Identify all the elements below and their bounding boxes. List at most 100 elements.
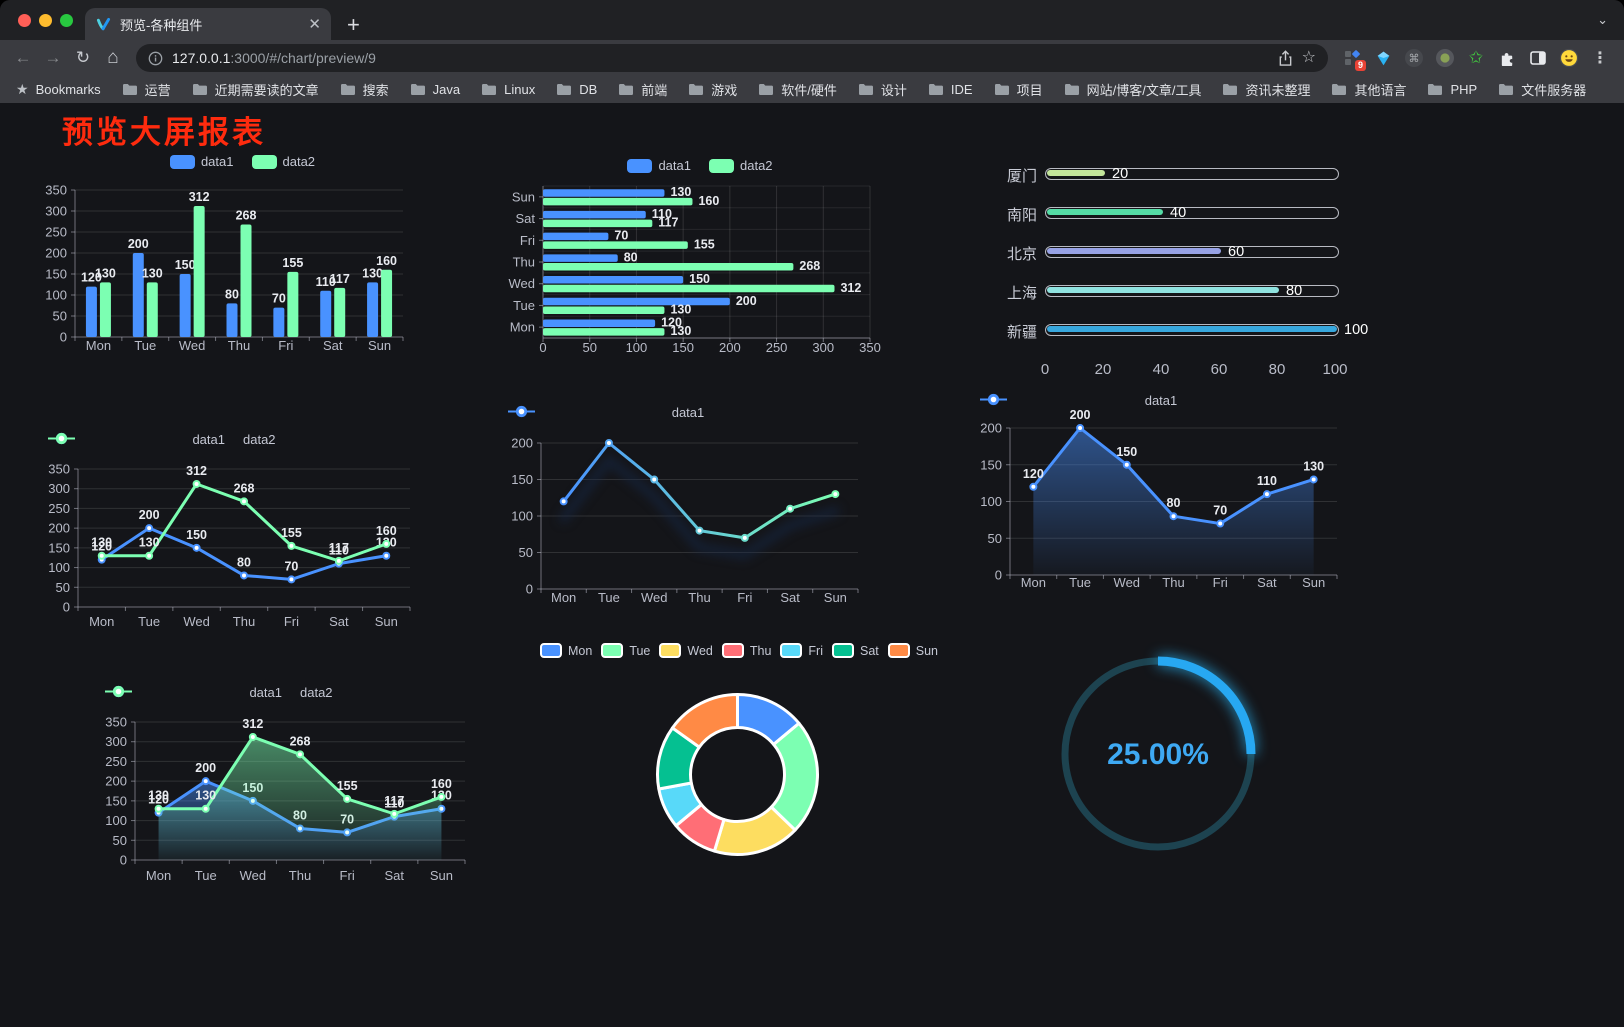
bookmark-folder[interactable]: 设计 (858, 80, 907, 99)
dot-extension-icon[interactable] (1435, 48, 1455, 68)
area-chart-multi: 0 50 100 150 200 250 300 350 Mon Tue Wed Thu Fri Sat S… (105, 680, 477, 887)
bookmark-star-icon[interactable]: ☆ (1301, 49, 1316, 66)
window-controls (0, 0, 85, 40)
legend-item-data2[interactable]: data2 (48, 432, 276, 447)
home-button[interactable]: ⌂ (107, 47, 119, 68)
share-icon[interactable] (1278, 49, 1293, 67)
gem-extension-icon[interactable] (1373, 48, 1393, 68)
svg-text:Mon: Mon (86, 338, 111, 353)
bookmarks-bar: ★ Bookmarks 运营 近期需要读的文章 搜索 Java Linux DB 前端 游戏 软… (0, 76, 1624, 103)
multi-line-chart: 0 50 100 150 200 250 300 350 Mon Tue Wed Thu Fri Sat S… (48, 428, 420, 635)
legend-item-data1[interactable]: 0 50 100 150 200 250 300 350 Mon Tue Wed Thu Fri Sat S… (48, 432, 411, 629)
extension-grid-icon[interactable]: 9 (1342, 48, 1366, 71)
bookmark-folder[interactable]: IDE (928, 82, 973, 97)
site-info-icon[interactable] (148, 51, 163, 66)
bookmark-folder[interactable]: 软件/硬件 (758, 80, 837, 99)
svg-text:50: 50 (113, 833, 127, 848)
address-bar[interactable]: 127.0.0.1:3000/#/chart/preview/9 ☆ (136, 44, 1328, 72)
legend-item-data2[interactable]: data2 (709, 158, 773, 173)
svg-text:120: 120 (91, 540, 112, 554)
legend-item-sun[interactable]: Sun (887, 643, 938, 658)
legend-item-mon[interactable]: Mon (539, 643, 592, 658)
svg-text:200: 200 (736, 294, 757, 308)
svg-text:Sat: Sat (780, 590, 800, 605)
bookmark-folder[interactable]: 近期需要读的文章 (192, 80, 319, 99)
bookmark-folder[interactable]: 游戏 (688, 80, 737, 99)
svg-text:⌘: ⌘ (1409, 53, 1420, 65)
legend-item-data1[interactable]: 0 50 100 150 200 Mon Tue Wed Thu Fri Sat Sun data1 (508, 405, 859, 605)
legend-item-data1[interactable]: data1 (627, 158, 691, 173)
bookmark-folder[interactable]: 搜索 (340, 80, 389, 99)
reload-button[interactable]: ↻ (75, 48, 91, 67)
svg-text:150: 150 (45, 267, 67, 282)
svg-text:130: 130 (670, 324, 691, 338)
maximize-window-button[interactable] (60, 13, 73, 27)
bookmark-folder[interactable]: 其他语言 (1331, 80, 1406, 99)
puzzle-extensions-icon[interactable] (1497, 48, 1517, 68)
svg-text:Mon: Mon (146, 868, 171, 883)
bookmark-folder[interactable]: Linux (481, 82, 535, 97)
close-window-button[interactable] (18, 13, 31, 27)
reading-mode-icon[interactable] (1528, 48, 1548, 68)
bookmarks-manager[interactable]: ★ Bookmarks (16, 81, 101, 98)
svg-text:100: 100 (980, 494, 1002, 509)
bookmark-folder[interactable]: 项目 (994, 80, 1043, 99)
svg-text:Sat: Sat (515, 211, 535, 226)
svg-text:130: 130 (91, 536, 112, 550)
bookmark-folder[interactable]: Java (410, 82, 460, 97)
chart-canvas: 0 50 100 150 200 250 300 350 Mon Tue Wed Thu Fri Sat S… (45, 183, 404, 353)
progress-value: 40 (1170, 205, 1187, 221)
svg-text:80: 80 (237, 555, 251, 569)
bookmark-folder[interactable]: DB (556, 82, 597, 97)
progress-row: 北京 60 (985, 243, 1365, 263)
legend-item-fri[interactable]: Fri (780, 643, 823, 658)
svg-text:300: 300 (48, 481, 70, 496)
gradient-line-chart: 0 50 100 150 200 Mon Tue Wed Thu Fri Sat Sun data1 (508, 400, 868, 612)
back-button[interactable]: ← (14, 48, 32, 67)
svg-text:80: 80 (624, 250, 638, 264)
svg-text:312: 312 (186, 464, 207, 478)
svg-text:110: 110 (1257, 474, 1277, 488)
legend-item-tue[interactable]: Tue (601, 643, 650, 658)
svg-text:Tue: Tue (138, 614, 160, 629)
svg-text:120: 120 (661, 315, 682, 329)
green-star-extension-icon[interactable]: ✩ (1468, 48, 1484, 67)
legend-item-thu[interactable]: Thu (721, 643, 771, 658)
bookmark-folder[interactable]: 资讯未整理 (1222, 80, 1310, 99)
svg-text:268: 268 (234, 481, 255, 495)
page-title: 预览大屏报表 (62, 115, 266, 150)
bookmark-folder[interactable]: 网站/博客/文章/工具 (1064, 80, 1201, 99)
legend-item-data1[interactable]: 0 50 100 150 200 Mon Tue Wed Thu Fri Sat Sun 120 200 1… (980, 393, 1338, 590)
svg-text:268: 268 (290, 734, 311, 748)
star-icon: ★ (16, 81, 29, 97)
legend-item-data1[interactable]: data1 (169, 154, 234, 169)
svg-text:0: 0 (63, 600, 70, 615)
bookmark-folder[interactable]: 文件服务器 (1498, 80, 1586, 99)
legend-item-data2[interactable]: data2 (251, 154, 315, 169)
forward-button[interactable]: → (44, 48, 62, 67)
profile-avatar[interactable] (1559, 48, 1579, 68)
tab-close-icon[interactable]: ✕ (308, 15, 321, 33)
legend-item-sat[interactable]: Sat (832, 643, 879, 658)
url-text[interactable]: 127.0.0.1:3000/#/chart/preview/9 (172, 50, 1269, 66)
browser-menu-icon[interactable]: ⋮ (1592, 50, 1608, 67)
svg-text:Thu: Thu (289, 868, 311, 883)
tab-search-chevron-icon[interactable]: ⌄ (1597, 12, 1608, 27)
browser-tab[interactable]: 预览-各种组件 ✕ (85, 8, 331, 40)
minimize-window-button[interactable] (39, 13, 52, 27)
svg-text:Sun: Sun (1302, 575, 1325, 590)
command-extension-icon[interactable]: ⌘ (1404, 48, 1424, 68)
new-tab-button[interactable]: + (347, 12, 360, 37)
svg-text:150: 150 (689, 272, 710, 286)
bookmark-folder[interactable]: PHP (1427, 82, 1477, 97)
svg-text:130: 130 (362, 266, 383, 280)
svg-text:200: 200 (511, 436, 533, 451)
legend-item-data1[interactable]: 0 50 100 150 200 250 300 350 Mon Tue Wed Thu Fri Sat S… (105, 685, 466, 883)
bookmark-folder[interactable]: 运营 (122, 80, 171, 99)
legend-item-wed[interactable]: Wed (659, 643, 713, 658)
svg-text:Wed: Wed (179, 338, 206, 353)
svg-text:117: 117 (330, 272, 350, 286)
legend-item-data2[interactable]: data2 (105, 685, 333, 700)
progress-value: 60 (1228, 244, 1245, 260)
bookmark-folder[interactable]: 前端 (618, 80, 667, 99)
